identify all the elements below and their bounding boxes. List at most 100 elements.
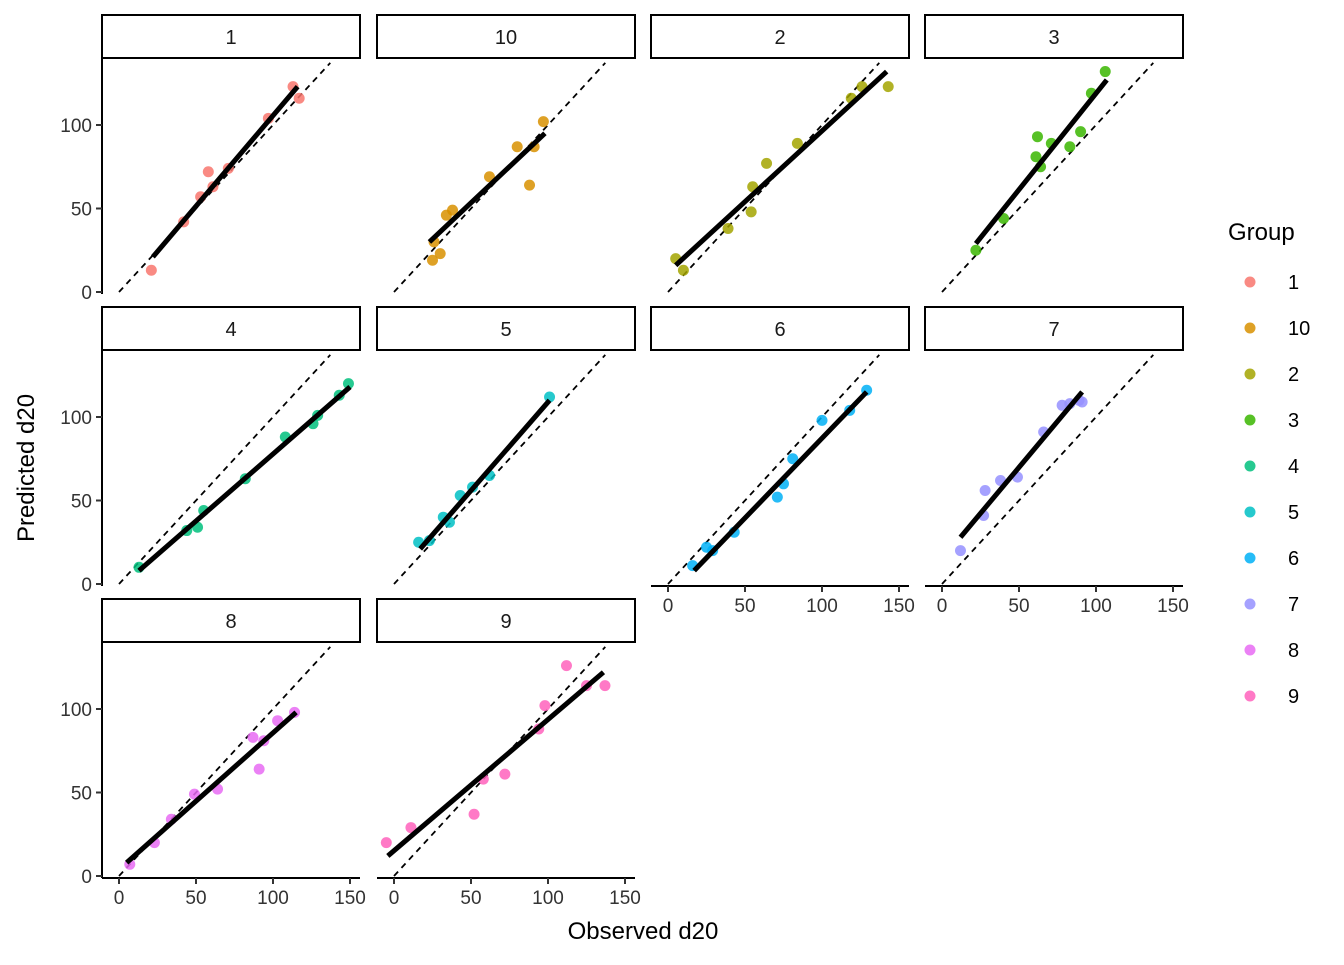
reference-line bbox=[941, 354, 1154, 585]
data-point bbox=[791, 137, 803, 149]
data-point bbox=[247, 731, 259, 743]
strip-label: 7 bbox=[1048, 319, 1059, 341]
y-tick-label: 100 bbox=[60, 700, 92, 721]
data-point bbox=[761, 157, 773, 169]
strip bbox=[376, 306, 636, 351]
fit-line bbox=[418, 398, 552, 551]
legend-label-5: 5 bbox=[1288, 502, 1299, 524]
strip bbox=[101, 598, 361, 643]
legend-label-10: 10 bbox=[1288, 318, 1310, 340]
reference-line bbox=[667, 354, 880, 585]
legend-key-10 bbox=[1244, 322, 1256, 334]
data-point bbox=[1076, 396, 1088, 408]
x-tick-label: 0 bbox=[114, 888, 125, 909]
data-point bbox=[1031, 131, 1043, 143]
legend-key-7 bbox=[1244, 598, 1256, 610]
legend-key-6 bbox=[1244, 552, 1256, 564]
strip-label: 10 bbox=[495, 27, 517, 49]
data-point bbox=[537, 116, 549, 128]
data-point bbox=[447, 204, 459, 216]
x-tick-label: 100 bbox=[257, 888, 289, 909]
legend-label-3: 3 bbox=[1288, 410, 1299, 432]
x-tick-label: 100 bbox=[532, 888, 564, 909]
x-tick-label: 0 bbox=[389, 888, 400, 909]
legend-label-8: 8 bbox=[1288, 640, 1299, 662]
strip-label: 5 bbox=[500, 319, 511, 341]
legend-label-7: 7 bbox=[1288, 594, 1299, 616]
x-tick-label: 150 bbox=[609, 888, 641, 909]
data-point bbox=[1064, 141, 1076, 153]
reference-line bbox=[941, 62, 1154, 293]
data-point bbox=[970, 244, 982, 256]
panel-10: 10 bbox=[376, 14, 636, 293]
data-point bbox=[434, 248, 446, 260]
fit-line bbox=[692, 390, 869, 573]
data-point bbox=[745, 206, 757, 218]
y-tick-label: 50 bbox=[71, 784, 92, 805]
fit-line bbox=[674, 69, 889, 268]
y-tick-label: 0 bbox=[81, 575, 92, 596]
y-tick-label: 100 bbox=[60, 408, 92, 429]
strip-label: 3 bbox=[1048, 27, 1059, 49]
panel-2: 2 bbox=[650, 14, 910, 293]
data-point bbox=[1075, 126, 1087, 138]
data-point bbox=[1030, 151, 1042, 163]
panel-1: 1 0 50 100 bbox=[60, 14, 361, 304]
strip bbox=[376, 598, 636, 643]
y-tick-label: 0 bbox=[81, 283, 92, 304]
legend-label-9: 9 bbox=[1288, 686, 1299, 708]
strip bbox=[376, 14, 636, 59]
y-tick-label: 50 bbox=[71, 200, 92, 221]
legend-key-3 bbox=[1244, 414, 1256, 426]
reference-line bbox=[118, 354, 331, 585]
panel-8: 8 0 50 100 0 50 100 150 bbox=[60, 598, 366, 909]
data-point bbox=[1099, 66, 1111, 78]
data-point bbox=[202, 166, 214, 178]
reference-line bbox=[118, 62, 331, 293]
panel-9: 9 0 50 100 150 bbox=[376, 598, 641, 909]
legend-key-4 bbox=[1244, 460, 1256, 472]
fit-line bbox=[137, 385, 352, 573]
legend-key-5 bbox=[1244, 506, 1256, 518]
legend-title: Group bbox=[1228, 219, 1295, 246]
legend-key-9 bbox=[1244, 690, 1256, 702]
strip-label: 9 bbox=[500, 611, 511, 633]
y-axis-label: Predicted d20 bbox=[13, 394, 40, 542]
legend-label-1: 1 bbox=[1288, 272, 1299, 294]
fit-line bbox=[386, 670, 606, 858]
data-point bbox=[380, 837, 392, 849]
x-tick-label: 50 bbox=[460, 888, 481, 909]
legend-label-4: 4 bbox=[1288, 456, 1299, 478]
y-tick-label: 0 bbox=[81, 867, 92, 888]
data-point bbox=[293, 92, 305, 104]
x-tick-label: 50 bbox=[185, 888, 206, 909]
data-point bbox=[560, 660, 572, 672]
y-tick-label: 50 bbox=[71, 492, 92, 513]
data-point bbox=[954, 545, 966, 557]
reference-line bbox=[118, 646, 331, 877]
strip-label: 8 bbox=[225, 611, 236, 633]
legend-key-2 bbox=[1244, 368, 1256, 380]
reference-line bbox=[393, 354, 606, 585]
strip bbox=[924, 14, 1184, 59]
strip bbox=[924, 306, 1184, 351]
x-tick-label: 50 bbox=[1008, 596, 1029, 617]
legend-label-2: 2 bbox=[1288, 364, 1299, 386]
panel-7: 7 0 50 100 150 bbox=[924, 306, 1189, 617]
x-tick-label: 0 bbox=[663, 596, 674, 617]
data-point bbox=[787, 453, 799, 465]
fit-line bbox=[150, 84, 300, 259]
x-tick-label: 0 bbox=[937, 596, 948, 617]
x-axis-label: Observed d20 bbox=[568, 918, 719, 945]
data-point bbox=[427, 254, 438, 266]
data-point bbox=[816, 414, 828, 426]
fit-line bbox=[427, 131, 547, 244]
fit-line bbox=[958, 390, 1085, 539]
x-tick-label: 50 bbox=[734, 596, 755, 617]
x-tick-label: 150 bbox=[334, 888, 366, 909]
legend-key-8 bbox=[1244, 644, 1256, 656]
data-point bbox=[524, 179, 536, 191]
data-point bbox=[979, 484, 991, 496]
legend-label-6: 6 bbox=[1288, 548, 1299, 570]
strip bbox=[650, 14, 910, 59]
